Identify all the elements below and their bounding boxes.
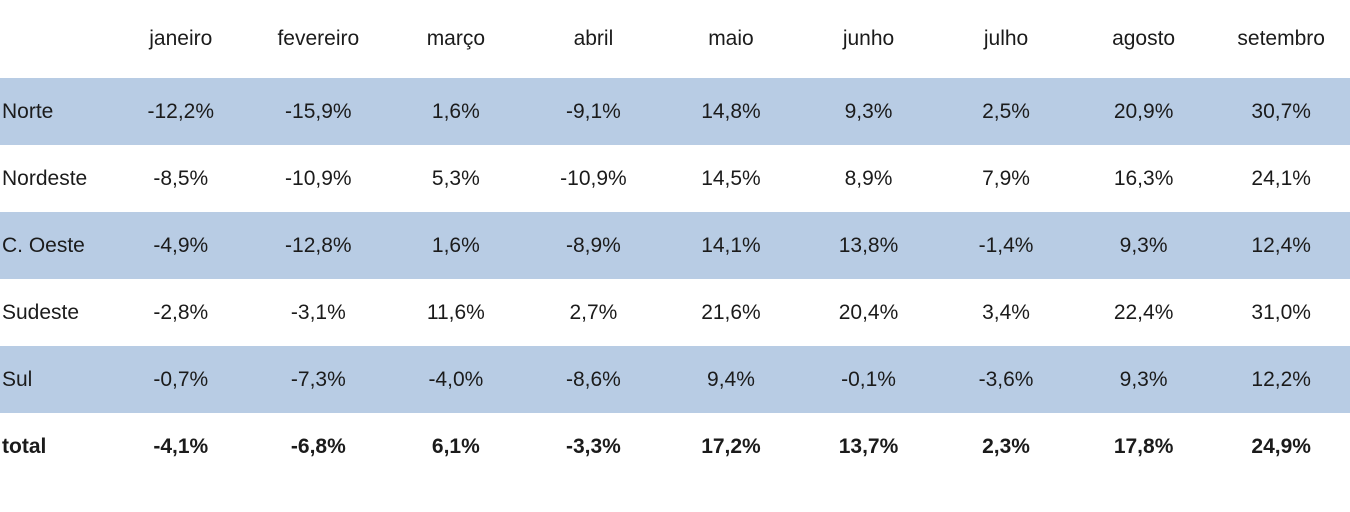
column-header-abril: abril [524,0,663,78]
data-cell: 24,1% [1251,166,1311,190]
data-cell: -4,0% [428,367,484,391]
data-cell: 31,0% [1251,300,1311,324]
data-cell: -1,4% [978,233,1034,257]
data-cell: 2,7% [569,300,618,324]
data-cell: -15,9% [285,99,352,123]
column-header-maio: maio [662,0,800,78]
data-cell: -6,8% [290,434,346,458]
row-label-nordeste: Nordeste [2,166,88,190]
table-row-c-oeste: C. Oeste -4,9% -12,8% 1,6% -8,9% 14,1% 1… [0,212,1350,279]
data-cell: -12,2% [147,99,215,123]
data-cell: 8,9% [844,166,893,190]
data-cell: 2,3% [982,434,1030,458]
row-label-norte: Norte [2,99,54,123]
data-cell: 12,4% [1251,233,1311,257]
data-cell: 13,7% [838,434,899,458]
data-cell: 20,4% [838,300,899,324]
data-cell: 9,3% [1119,367,1168,391]
data-cell: 9,3% [1119,233,1168,257]
column-header-junho: junho [799,0,938,78]
data-cell: -7,3% [290,367,346,391]
data-cell: -4,9% [153,233,209,257]
table-row-sul: Sul -0,7% -7,3% -4,0% -8,6% 9,4% -0,1% -… [0,346,1350,413]
data-cell: 14,5% [701,166,761,190]
data-cell: -10,9% [285,166,352,190]
data-cell: 12,2% [1251,367,1311,391]
row-label-c-oeste: C. Oeste [2,233,85,257]
data-cell: 21,6% [701,300,761,324]
column-header-marco: março [387,0,525,78]
data-cell: -10,9% [560,166,627,190]
data-cell: 7,9% [982,166,1030,190]
data-cell: 9,4% [707,367,755,391]
data-cell: 30,7% [1251,99,1311,123]
data-cell: 5,3% [431,166,480,190]
column-header-agosto: agosto [1074,0,1213,78]
table-row-total: total -4,1% -6,8% 6,1% -3,3% 17,2% 13,7%… [0,413,1350,480]
row-label-sul: Sul [2,367,33,391]
column-header-fevereiro: fevereiro [249,0,388,78]
data-cell: 13,8% [838,233,899,257]
data-cell: 22,4% [1113,300,1174,324]
data-cell: -8,9% [565,233,621,257]
data-cell: 3,4% [982,300,1030,324]
data-cell: 6,1% [431,434,480,458]
data-cell: -0,1% [841,367,896,391]
header-row: janeiro fevereiro março abril maio junho… [0,0,1350,78]
data-cell: 24,9% [1251,434,1311,458]
column-header-janeiro: janeiro [112,0,250,78]
data-cell: -9,1% [565,99,621,123]
data-cell: -3,3% [565,434,621,458]
data-cell: -8,5% [153,166,209,190]
data-cell: 11,6% [426,300,485,324]
data-cell: -3,6% [978,367,1034,391]
data-cell: 9,3% [844,99,893,123]
row-label-total: total [2,434,47,458]
table-row-sudeste: Sudeste -2,8% -3,1% 11,6% 2,7% 21,6% 20,… [0,279,1350,346]
region-month-table: janeiro fevereiro março abril maio junho… [0,0,1350,480]
data-cell: -0,7% [153,367,209,391]
corner-cell [0,0,112,78]
data-cell: -4,1% [153,434,209,458]
data-cell: 2,5% [982,99,1030,123]
data-cell: 14,8% [701,99,761,123]
data-cell: 1,6% [431,233,480,257]
data-cell: 16,3% [1113,166,1174,190]
data-cell: -8,6% [565,367,621,391]
data-cell: 17,8% [1113,434,1174,458]
column-header-setembro: setembro [1212,0,1350,78]
data-cell: -2,8% [153,300,209,324]
data-cell: -3,1% [290,300,346,324]
column-header-julho: julho [937,0,1075,78]
row-label-sudeste: Sudeste [2,300,80,324]
data-cell: 14,1% [701,233,761,257]
table-row-nordeste: Nordeste -8,5% -10,9% 5,3% -10,9% 14,5% … [0,145,1350,212]
data-cell: 20,9% [1113,99,1174,123]
data-cell: -12,8% [285,233,352,257]
data-cell: 1,6% [431,99,480,123]
data-cell: 17,2% [701,434,761,458]
table-row-norte: Norte -12,2% -15,9% 1,6% -9,1% 14,8% 9,3… [0,78,1350,145]
